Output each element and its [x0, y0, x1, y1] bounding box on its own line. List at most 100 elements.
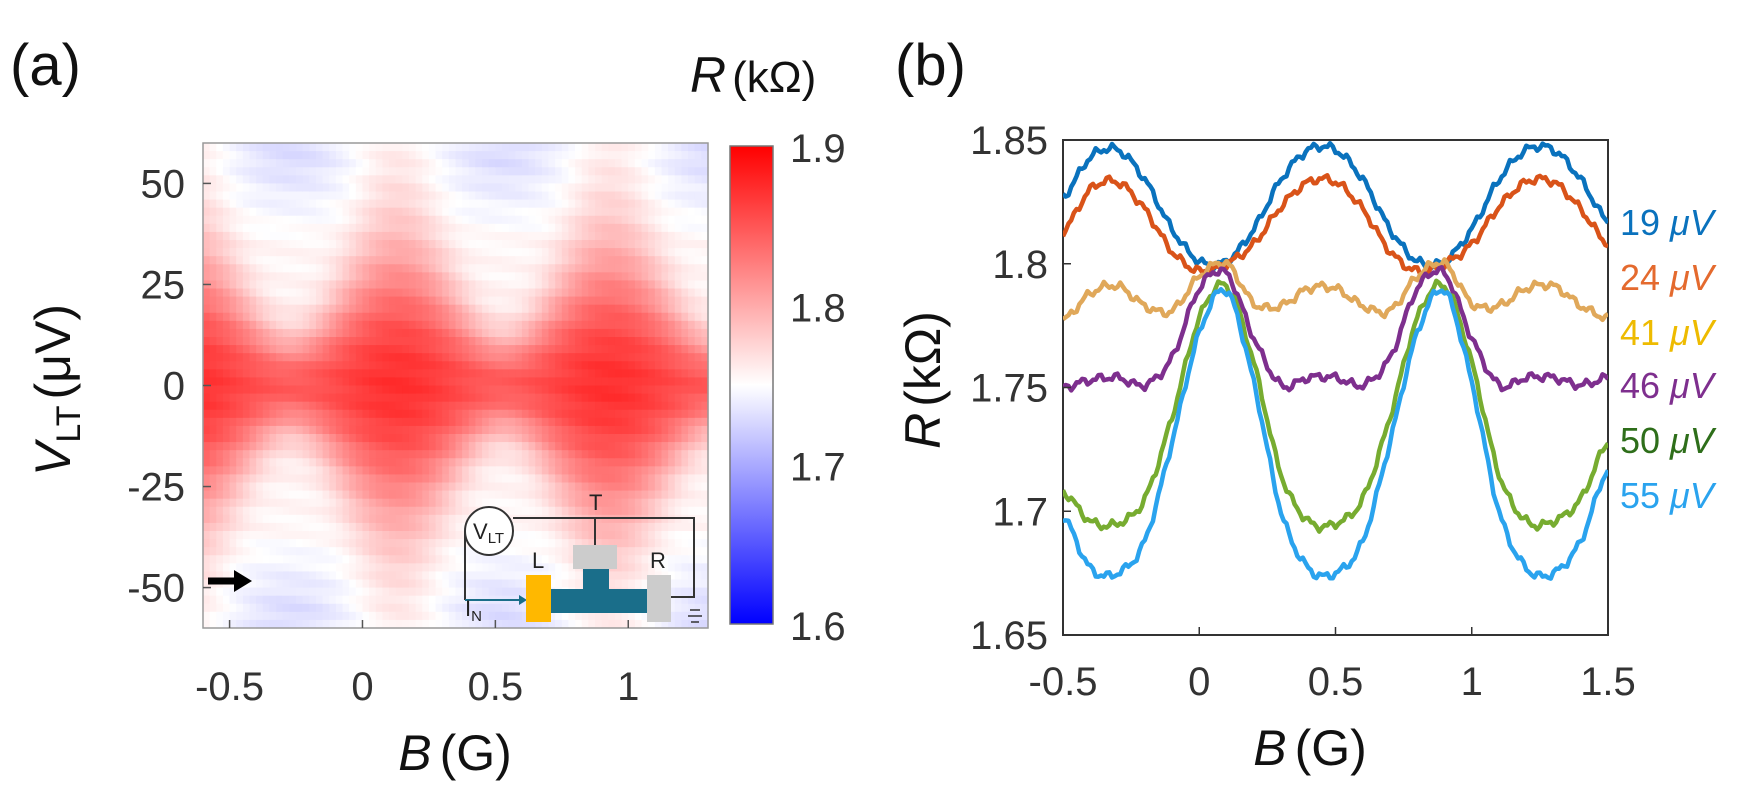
- heatmap-cell: [242, 175, 251, 185]
- heatmap-cell: [422, 506, 430, 516]
- heatmap-cell: [482, 555, 490, 564]
- heatmap-cell: [322, 571, 330, 581]
- heatmap-cell: [249, 619, 257, 629]
- line-plot-y-tick-label: 1.7: [992, 490, 1048, 534]
- heatmap-cell: [475, 296, 483, 306]
- heatmap-cell: [402, 159, 410, 168]
- heatmap-cell: [588, 361, 596, 370]
- heatmap-cell: [329, 409, 337, 419]
- heatmap-cell: [515, 466, 523, 476]
- heatmap-cell: [495, 296, 503, 306]
- heatmap-cell: [482, 240, 490, 249]
- heatmap-cell: [488, 159, 496, 168]
- heatmap-cell: [455, 579, 463, 589]
- heatmap-cell: [488, 555, 496, 564]
- heatmap-cell: [428, 199, 437, 209]
- heatmap-cell: [415, 215, 423, 225]
- heatmap-cell: [608, 320, 616, 330]
- heatmap-cell: [561, 223, 570, 233]
- heatmap-cell: [515, 385, 523, 395]
- heatmap-cell: [561, 215, 570, 225]
- heatmap-cell: [375, 248, 383, 257]
- heatmap-cell: [302, 312, 310, 322]
- heatmap-cell: [395, 506, 403, 516]
- heatmap-cell: [555, 199, 563, 209]
- heatmap-cell: [256, 539, 264, 548]
- heatmap-cell: [442, 409, 450, 419]
- heatmap-cell: [628, 482, 636, 492]
- heatmap-cell: [521, 619, 530, 629]
- heatmap-cell: [309, 450, 317, 459]
- heatmap-cell: [621, 417, 629, 427]
- heatmap-cell: [634, 498, 643, 508]
- heatmap-cell: [701, 256, 709, 265]
- heatmap-cell: [309, 328, 317, 338]
- heatmap-cell: [621, 506, 629, 516]
- heatmap-cell: [415, 458, 423, 467]
- heatmap-cell: [535, 159, 543, 168]
- heatmap-cell: [302, 417, 310, 427]
- heatmap-cell: [488, 619, 496, 629]
- heatmap-cell: [369, 272, 377, 282]
- heatmap-cell: [654, 563, 663, 573]
- heatmap-cell: [435, 215, 443, 225]
- heatmap-cell: [701, 587, 709, 597]
- heatmap-cell: [681, 539, 689, 548]
- heatmap-cell: [422, 175, 430, 185]
- heatmap-cell: [668, 595, 676, 605]
- heatmap-cell: [422, 256, 430, 265]
- heatmap-cell: [229, 296, 237, 306]
- heatmap-cell: [242, 159, 251, 168]
- heatmap-cell: [462, 183, 470, 193]
- heatmap-cell: [369, 353, 377, 362]
- heatmap-cell: [375, 385, 383, 395]
- heatmap-cell: [269, 393, 277, 403]
- heatmap-cell: [289, 183, 297, 193]
- heatmap-cell: [289, 579, 297, 589]
- heatmap-cell: [256, 571, 264, 581]
- heatmap-cell: [568, 167, 576, 176]
- heatmap-cell: [262, 595, 271, 605]
- heatmap-cell: [329, 401, 337, 411]
- heatmap-cell: [475, 159, 483, 168]
- heatmap-cell: [568, 514, 576, 524]
- heatmap-cell: [568, 345, 576, 354]
- heatmap-cell: [515, 345, 523, 354]
- heatmap-cell: [488, 256, 496, 265]
- heatmap-cell: [382, 223, 390, 233]
- heatmap-cell: [435, 409, 443, 419]
- heatmap-cell: [422, 304, 430, 314]
- heatmap-cell: [322, 361, 330, 370]
- heatmap-cell: [455, 288, 463, 298]
- heatmap-cell: [674, 215, 683, 225]
- heatmap-cell: [269, 377, 277, 387]
- heatmap-y-tick-label: 25: [141, 263, 186, 307]
- heatmap-cell: [568, 215, 576, 225]
- heatmap-cell: [296, 434, 304, 443]
- heatmap-cell: [362, 611, 370, 621]
- heatmap-cell: [216, 506, 224, 516]
- heatmap-cell: [382, 522, 390, 532]
- heatmap-cell: [256, 442, 264, 451]
- heatmap-cell: [601, 490, 609, 500]
- heatmap-cell: [315, 490, 324, 500]
- heatmap-cell: [648, 143, 656, 152]
- heatmap-cell: [309, 555, 317, 564]
- heatmap-cell: [634, 248, 643, 257]
- heatmap-cell: [296, 425, 304, 435]
- heatmap-cell: [601, 417, 609, 427]
- heatmap-cell: [608, 312, 616, 322]
- heatmap-cell: [402, 434, 410, 443]
- heatmap-cell: [521, 450, 530, 459]
- heatmap-cell: [575, 393, 583, 403]
- heatmap-cell: [641, 296, 649, 306]
- heatmap-cell: [595, 159, 603, 168]
- heatmap-cell: [262, 417, 271, 427]
- heatmap-cell: [568, 611, 576, 621]
- heatmap-cell: [614, 191, 623, 201]
- heatmap-cell: [588, 191, 596, 201]
- heatmap-cell: [595, 401, 603, 411]
- heatmap-x-tick-label: -0.5: [195, 665, 264, 709]
- heatmap-cell: [408, 531, 417, 540]
- heatmap-cell: [256, 579, 264, 589]
